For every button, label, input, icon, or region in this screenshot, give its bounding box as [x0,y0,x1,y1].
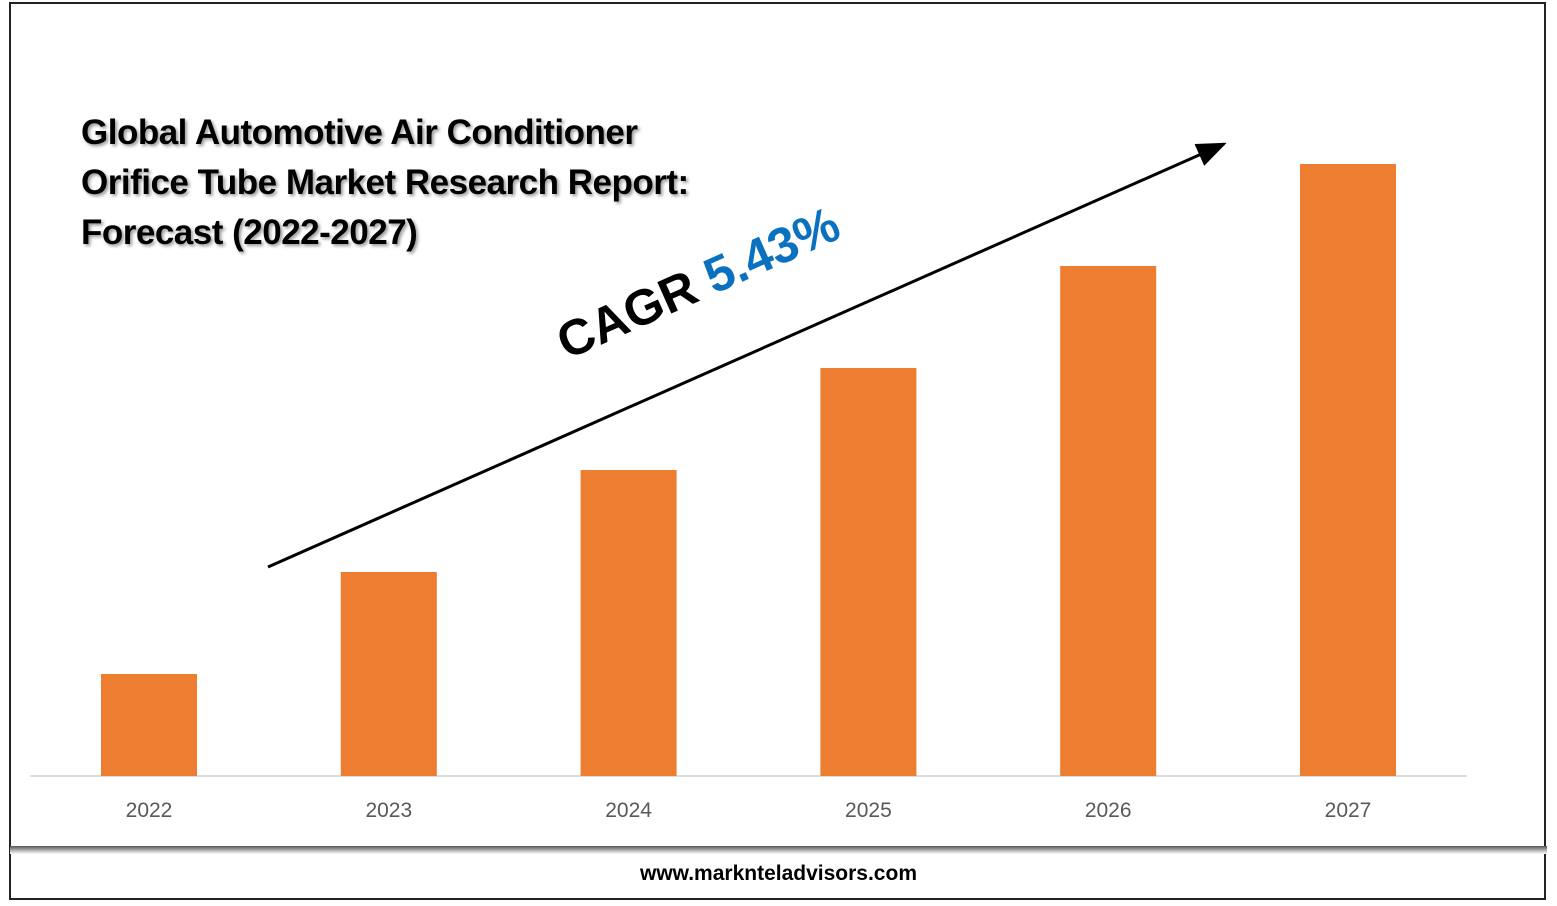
x-tick-label: 2023 [365,799,412,822]
growth-arrow [267,142,1227,569]
chart-title: Global Automotive Air Conditioner Orific… [81,108,689,258]
chart-frame [9,2,1546,900]
title-line-3: Forecast (2022-2027) [81,213,418,252]
bar-2024 [580,470,677,776]
title-line-1: Global Automotive Air Conditioner [81,113,638,152]
x-tick-label: 2027 [1325,799,1372,822]
bar-2026 [1060,266,1157,776]
bar-2022 [101,674,197,776]
bar-2025 [820,368,917,776]
x-tick-label: 2024 [605,799,652,822]
bar-2027 [1300,164,1396,776]
divider-shadow [10,846,1547,854]
footer-url[interactable]: www.marknteladvisors.com [640,862,917,885]
title-line-2: Orifice Tube Market Research Report: [81,163,689,202]
x-tick-label: 2022 [126,799,173,822]
x-tick-label: 2026 [1085,799,1132,822]
bar-2023 [340,572,437,776]
x-tick-label: 2025 [845,799,892,822]
